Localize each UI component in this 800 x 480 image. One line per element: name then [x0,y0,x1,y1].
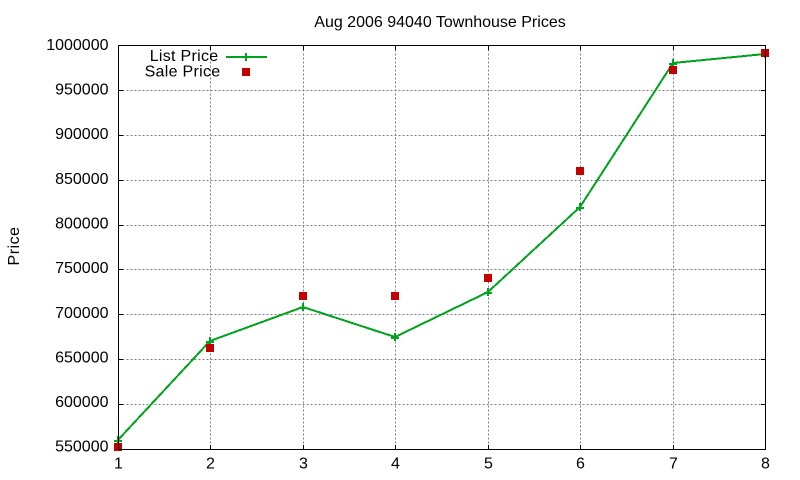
svg-text:750000: 750000 [55,260,108,277]
svg-text:5: 5 [484,455,493,472]
svg-text:850000: 850000 [55,171,108,188]
svg-text:650000: 650000 [55,349,108,366]
svg-text:6: 6 [576,455,585,472]
svg-text:7: 7 [669,455,678,472]
svg-text:4: 4 [391,455,400,472]
svg-text:8: 8 [761,455,770,472]
svg-text:Price: Price [6,227,23,266]
svg-text:3: 3 [299,455,308,472]
svg-text:Sale Price: Sale Price [145,64,221,81]
svg-text:700000: 700000 [55,305,108,322]
svg-text:600000: 600000 [55,394,108,411]
svg-text:900000: 900000 [55,126,108,143]
svg-text:1: 1 [114,455,123,472]
svg-text:950000: 950000 [55,82,108,99]
svg-text:Aug 2006 94040 Townhouse Price: Aug 2006 94040 Townhouse Prices [314,14,565,31]
svg-text:2: 2 [206,455,215,472]
svg-text:List Price: List Price [150,48,219,65]
svg-text:800000: 800000 [55,216,108,233]
svg-text:1000000: 1000000 [46,37,108,54]
svg-text:550000: 550000 [55,439,108,456]
